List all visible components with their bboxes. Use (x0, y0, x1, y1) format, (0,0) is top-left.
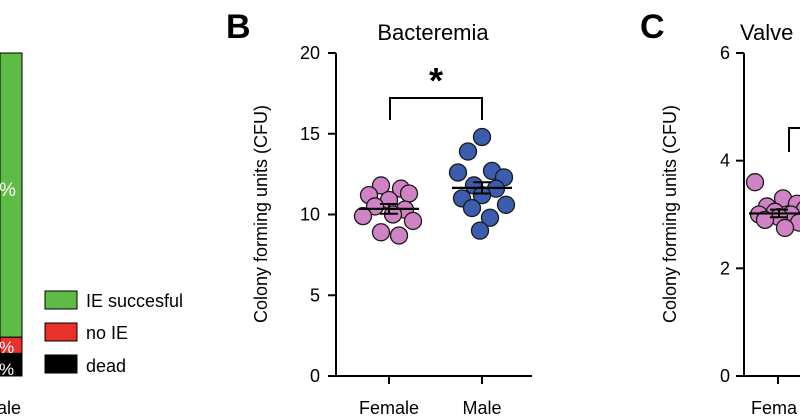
significance-bracket (389, 97, 483, 120)
legend-label-no-ie: no IE (86, 323, 128, 343)
panel-c-point-female-0 (745, 173, 765, 192)
bar-percent-dead: % (0, 360, 14, 379)
x-ticks: Female Male (359, 376, 502, 418)
panel-c: C Valve Colony forming units (CFU) 0246 … (640, 8, 800, 418)
point-female-10 (371, 223, 391, 242)
point-female-8 (353, 206, 373, 226)
panel-c-point-female-11 (775, 218, 795, 238)
mean-sem-bars (359, 181, 512, 215)
panel-c-y-tick-label-2: 4 (720, 151, 730, 171)
panel-c-y-ticks: 0 2 4 6 (720, 43, 744, 386)
legend-a: IE succesful no IE dead (44, 290, 183, 376)
significance-star: * (429, 60, 443, 101)
legend-swatch-no-ie (44, 322, 78, 342)
bar-percent-no-ie: % (0, 338, 14, 357)
panel-c-x-tick-label: Fema (751, 398, 798, 418)
panel-b: B Bacteremia Colony forming units (CFU) … (226, 8, 532, 418)
point-male-12 (470, 221, 490, 240)
panel-c-point-female-9 (755, 210, 775, 230)
x-tick-label-female: Female (359, 398, 419, 418)
y-tick-label-0: 0 (310, 366, 320, 386)
panel-c-y-tick-label-1: 2 (720, 258, 730, 278)
panel-c-y-axis-label: Colony forming units (CFU) (660, 105, 680, 323)
point-male-9 (496, 195, 516, 214)
point-female-0 (371, 176, 391, 195)
point-male-3 (448, 163, 468, 182)
y-tick-label-2: 10 (300, 205, 320, 225)
panel-c-y-tick-label-3: 6 (720, 43, 730, 63)
y-axis-label: Colony forming units (CFU) (251, 105, 271, 323)
point-female-11 (389, 226, 409, 245)
y-ticks: 0 5 10 15 20 (300, 43, 336, 386)
panel-c-data-points (745, 173, 800, 238)
panel-a: % % % ale IE succesful no IE dead (0, 52, 183, 418)
chart-title: Bacteremia (377, 20, 489, 45)
bar-segment-dead (0, 352, 23, 377)
panel-c-title: Valve (740, 20, 793, 45)
y-tick-label-1: 5 (310, 285, 320, 305)
x-tick-label-male: Male (462, 398, 501, 418)
point-female-2 (399, 184, 419, 203)
legend-label-ie-successful: IE succesful (86, 291, 183, 311)
point-male-11 (480, 208, 500, 227)
point-male-1 (458, 142, 478, 161)
data-points (353, 127, 516, 245)
panel-c-y-tick-label-0: 0 (720, 366, 730, 386)
x-tick-label-a: ale (0, 398, 21, 418)
y-tick-label-3: 15 (300, 124, 320, 144)
legend-swatch-dead (44, 354, 78, 374)
y-tick-label-4: 20 (300, 43, 320, 63)
legend-label-dead: dead (86, 356, 126, 376)
panel-letter-b: B (226, 8, 251, 46)
legend-swatch-ie-successful (44, 290, 78, 310)
bar-percent-success: % (0, 180, 16, 201)
panel-c-mean-sem (749, 208, 800, 219)
point-male-10 (462, 198, 482, 218)
point-male-0 (472, 127, 492, 147)
panel-c-significance-bracket (788, 127, 800, 152)
panel-letter-c: C (640, 8, 665, 46)
point-female-5 (365, 197, 385, 216)
point-female-9 (403, 211, 423, 231)
